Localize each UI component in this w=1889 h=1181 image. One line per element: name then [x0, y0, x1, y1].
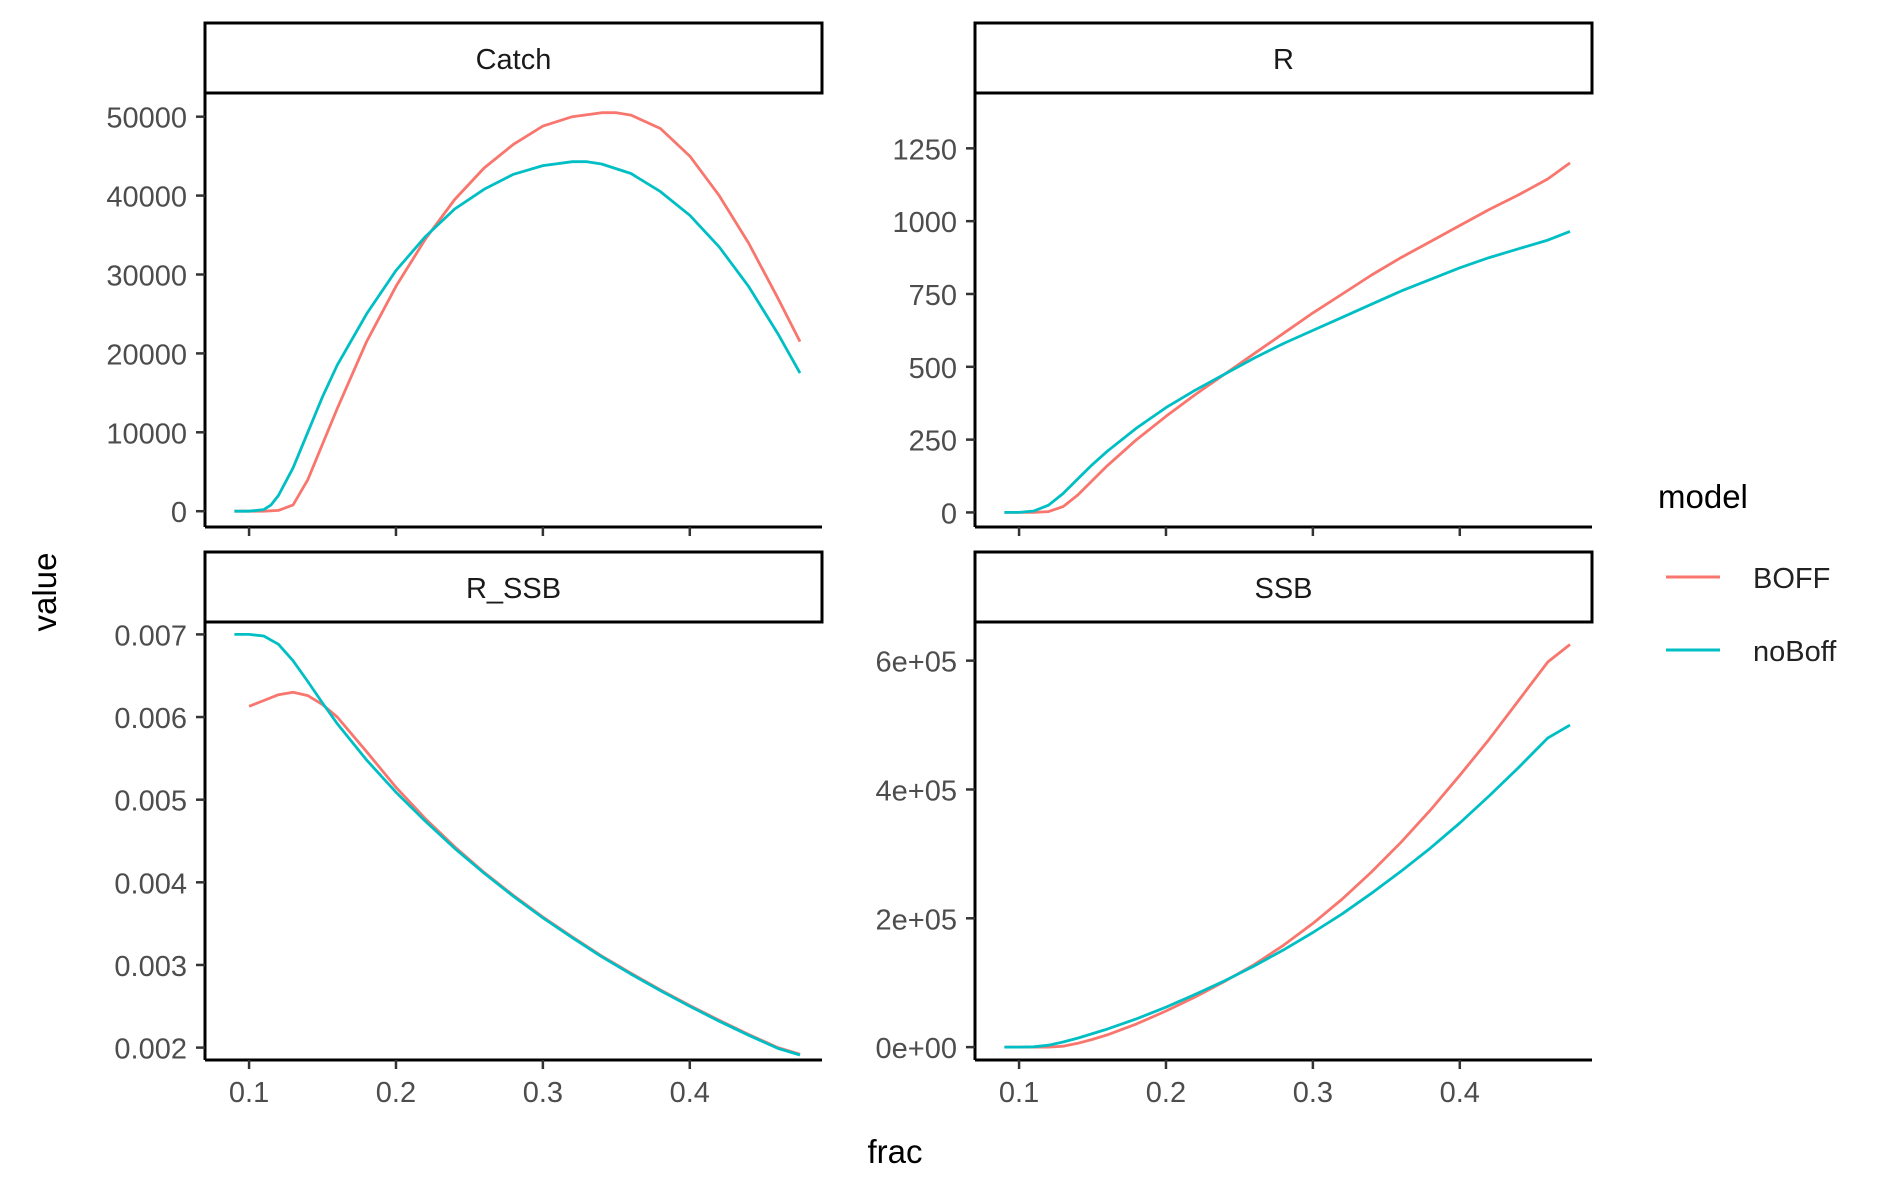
y-tick-label: 0e+00 — [876, 1033, 957, 1065]
series-line-noboff — [1004, 723, 1571, 1049]
y-tick-label: 0.002 — [114, 1034, 187, 1066]
series-line-noboff — [234, 160, 802, 513]
y-tick-label: 0 — [941, 498, 957, 530]
facet-strip — [973, 550, 1594, 624]
y-tick-label: 0.007 — [114, 620, 187, 652]
series-line-noboff — [1004, 230, 1571, 514]
y-tick-label: 0 — [171, 497, 187, 529]
facet-strip-label: R_SSB — [466, 573, 561, 605]
legend-title: model — [1658, 478, 1748, 515]
y-tick-label: 2e+05 — [876, 904, 957, 936]
x-tick-label: 0.4 — [1440, 1077, 1480, 1109]
facet-strip-label: R — [1273, 44, 1294, 76]
facet-panels: Catch 0 10000 20000 30000 40000 50000 R 0 250 500 7… — [106, 21, 1594, 1109]
facet-strip-label: SSB — [1254, 573, 1312, 605]
panel-r: R 0 250 500 750 1000 1250 — [892, 21, 1594, 536]
panel-r-ssb: R_SSB 0.002 0.003 0.004 0.005 0.006 0.007 0.1 0.… — [114, 550, 824, 1109]
x-tick-label: 0.1 — [229, 1077, 269, 1109]
y-tick-label: 0.004 — [114, 868, 187, 900]
y-tick-label: 750 — [909, 280, 957, 312]
y-tick-label: 250 — [909, 426, 957, 458]
y-axis-label: value — [26, 553, 63, 632]
y-tick-label: 0.006 — [114, 703, 187, 735]
facet-strip — [203, 550, 824, 624]
series-line-noboff — [234, 633, 801, 1057]
x-tick-label: 0.1 — [999, 1077, 1039, 1109]
x-tick-label: 0.4 — [670, 1077, 710, 1109]
y-tick-label: 10000 — [106, 418, 187, 450]
legend: model BOFF noBoff — [1658, 478, 1837, 668]
y-tick-label: 1000 — [892, 207, 957, 239]
legend-label-boff: BOFF — [1753, 563, 1830, 595]
y-tick-label: 4e+05 — [876, 775, 957, 807]
y-tick-label: 20000 — [106, 339, 187, 371]
facet-strip-label: Catch — [476, 44, 552, 76]
x-axis-label: frac — [867, 1133, 922, 1170]
y-tick-label: 30000 — [106, 260, 187, 292]
x-tick-label: 0.3 — [523, 1077, 563, 1109]
panel-catch: Catch 0 10000 20000 30000 40000 50000 — [106, 21, 824, 536]
y-tick-label: 1250 — [892, 134, 957, 166]
y-tick-label: 6e+05 — [876, 647, 957, 679]
series-line-boff — [234, 111, 802, 513]
x-tick-label: 0.3 — [1293, 1077, 1333, 1109]
legend-label-noboff: noBoff — [1753, 636, 1837, 668]
x-tick-label: 0.2 — [1146, 1077, 1186, 1109]
y-tick-label: 0.005 — [114, 786, 187, 818]
y-tick-label: 500 — [909, 353, 957, 385]
facet-strip — [973, 21, 1594, 95]
y-tick-label: 0.003 — [114, 951, 187, 983]
y-tick-label: 40000 — [106, 182, 187, 214]
facet-strip — [203, 21, 824, 95]
y-tick-label: 50000 — [106, 103, 187, 135]
series-line-boff — [1004, 161, 1571, 514]
x-tick-label: 0.2 — [376, 1077, 416, 1109]
panel-ssb: SSB 0e+00 2e+05 4e+05 6e+05 0.1 0.2 0.3 0.4 — [876, 550, 1594, 1109]
